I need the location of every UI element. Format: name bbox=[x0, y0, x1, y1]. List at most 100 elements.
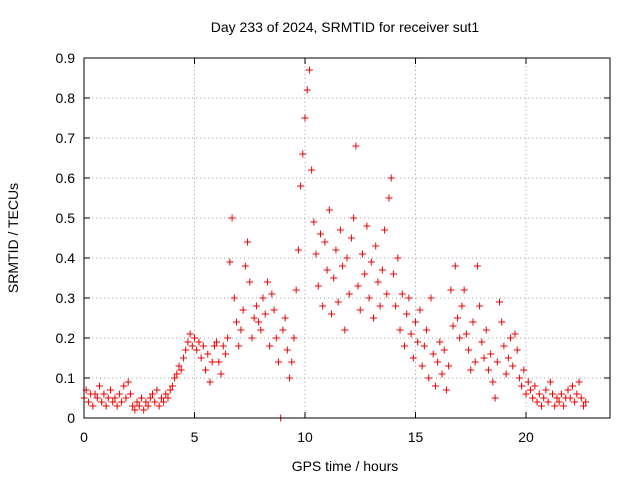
data-point bbox=[394, 254, 402, 262]
data-point bbox=[133, 398, 141, 406]
y-tick-label: 0.5 bbox=[56, 210, 76, 226]
data-point bbox=[232, 318, 240, 326]
data-point bbox=[153, 386, 161, 394]
data-point bbox=[454, 314, 462, 322]
data-point bbox=[339, 262, 347, 270]
data-point bbox=[297, 182, 305, 190]
data-point bbox=[347, 234, 355, 242]
data-point bbox=[204, 350, 212, 358]
data-point bbox=[301, 114, 309, 122]
y-tick-label: 0.1 bbox=[56, 370, 76, 386]
data-point bbox=[465, 346, 473, 354]
data-point bbox=[507, 334, 515, 342]
data-point bbox=[418, 362, 426, 370]
data-point bbox=[177, 366, 185, 374]
data-point bbox=[447, 286, 455, 294]
data-point bbox=[387, 174, 395, 182]
data-point bbox=[526, 386, 534, 394]
data-point bbox=[546, 378, 554, 386]
data-point bbox=[213, 338, 221, 346]
data-point bbox=[193, 346, 201, 354]
data-point bbox=[476, 302, 484, 310]
data-point bbox=[294, 246, 302, 254]
data-point bbox=[171, 374, 179, 382]
data-point bbox=[537, 402, 545, 410]
data-point bbox=[184, 338, 192, 346]
data-point bbox=[440, 346, 448, 354]
data-point bbox=[449, 322, 457, 330]
data-point bbox=[100, 390, 108, 398]
data-point bbox=[224, 334, 232, 342]
data-point bbox=[334, 298, 342, 306]
data-point bbox=[303, 86, 311, 94]
y-axis-label: SRMTID / TECUs bbox=[5, 183, 21, 293]
data-point bbox=[160, 398, 168, 406]
data-point bbox=[286, 374, 294, 382]
data-point bbox=[374, 278, 382, 286]
y-tick-label: 0 bbox=[67, 410, 75, 426]
data-point bbox=[95, 382, 103, 390]
data-point bbox=[533, 398, 541, 406]
data-point bbox=[219, 342, 227, 350]
data-point bbox=[398, 290, 406, 298]
data-point bbox=[573, 390, 581, 398]
grid-lines bbox=[84, 58, 610, 418]
data-point bbox=[434, 358, 442, 366]
x-tick-label: 15 bbox=[408, 429, 424, 445]
data-point bbox=[566, 394, 574, 402]
data-point bbox=[332, 246, 340, 254]
data-point bbox=[268, 290, 276, 298]
data-point bbox=[445, 362, 453, 370]
data-point bbox=[202, 366, 210, 374]
data-point bbox=[281, 314, 289, 322]
data-point bbox=[529, 394, 537, 402]
data-point bbox=[228, 214, 236, 222]
data-point bbox=[89, 402, 97, 410]
data-point bbox=[195, 338, 203, 346]
data-point bbox=[405, 294, 413, 302]
data-point bbox=[350, 214, 358, 222]
data-point bbox=[363, 222, 371, 230]
data-point bbox=[235, 342, 243, 350]
data-point bbox=[215, 358, 223, 366]
data-point bbox=[217, 370, 225, 378]
data-point bbox=[182, 346, 190, 354]
data-point bbox=[515, 374, 523, 382]
data-point bbox=[484, 366, 492, 374]
data-point bbox=[553, 394, 561, 402]
data-point bbox=[356, 306, 364, 314]
data-point bbox=[259, 294, 267, 302]
data-point bbox=[135, 402, 143, 410]
y-tick-label: 0.2 bbox=[56, 330, 76, 346]
data-point bbox=[378, 266, 386, 274]
data-point bbox=[166, 386, 174, 394]
data-point bbox=[208, 358, 216, 366]
data-point bbox=[272, 334, 280, 342]
data-point bbox=[197, 354, 205, 362]
data-point bbox=[270, 306, 278, 314]
y-tick-label: 0.7 bbox=[56, 130, 76, 146]
y-tick-label: 0.8 bbox=[56, 90, 76, 106]
data-point bbox=[131, 406, 139, 414]
data-point bbox=[164, 394, 172, 402]
data-point bbox=[471, 358, 479, 366]
data-point bbox=[420, 342, 428, 350]
plot-area-border bbox=[83, 57, 611, 419]
data-point bbox=[168, 382, 176, 390]
data-point bbox=[524, 378, 532, 386]
data-point bbox=[290, 334, 298, 342]
data-point bbox=[115, 390, 123, 398]
data-point bbox=[91, 390, 99, 398]
data-point bbox=[416, 306, 424, 314]
data-point bbox=[179, 354, 187, 362]
data-point bbox=[383, 290, 391, 298]
data-point bbox=[560, 402, 568, 410]
data-point bbox=[328, 310, 336, 318]
data-point bbox=[155, 402, 163, 410]
x-tick-label: 10 bbox=[297, 429, 313, 445]
data-point bbox=[142, 398, 150, 406]
data-point bbox=[564, 386, 572, 394]
data-point bbox=[292, 286, 300, 294]
x-tick-label: 0 bbox=[80, 429, 88, 445]
